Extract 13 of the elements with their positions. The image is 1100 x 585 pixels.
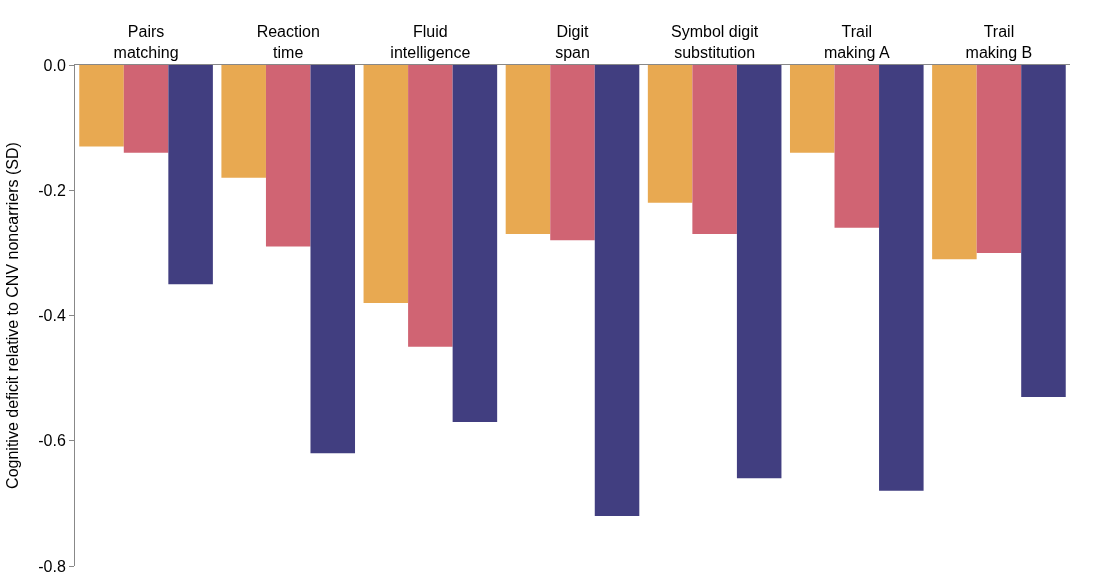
x-tick-label: Symbol digit substitution [671, 22, 759, 61]
x-tick-label: Reaction time [256, 22, 320, 61]
y-tick-label: -0.4 [38, 307, 66, 325]
x-tick-label: Trail making A [823, 22, 891, 61]
y-tick-label: 0.0 [43, 56, 66, 74]
y-tick-label: -0.8 [38, 557, 66, 575]
y-axis-title: Cognitive deficit relative to CNV noncarriers (SD) [4, 142, 22, 489]
y-tick-label: -0.2 [38, 181, 66, 199]
x-tick-label: Digit span [555, 22, 590, 61]
x-tick-label: Trail making B [965, 22, 1033, 61]
x-tick-label: Pairs matching [113, 22, 179, 61]
y-tick-label: -0.6 [38, 432, 66, 450]
x-tick-label: Fluid intelligence [390, 22, 471, 61]
